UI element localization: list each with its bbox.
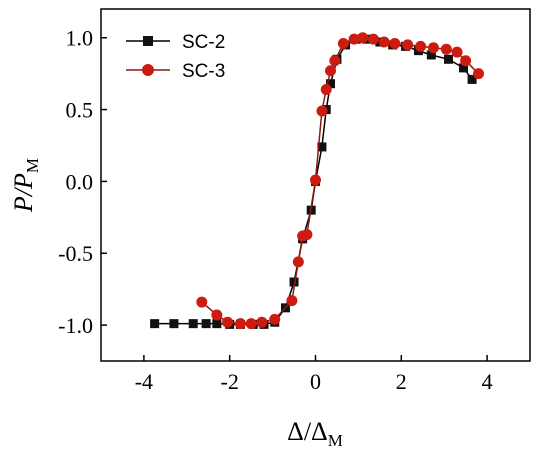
data-point [329, 55, 341, 67]
y-axis-title: P/PM [9, 158, 42, 213]
data-point [289, 277, 299, 287]
legend-marker-sc-2 [143, 36, 153, 46]
series-layer [150, 32, 485, 330]
y-tick-label: 0.0 [66, 169, 94, 194]
y-tick-label: -1.0 [58, 313, 93, 338]
data-point [402, 39, 414, 51]
data-point [389, 37, 401, 49]
data-point [337, 37, 349, 49]
y-axis-ticks: -1.0 -0.5 0.0 0.5 1.0 [58, 26, 107, 338]
series-line-sc-3 [201, 36, 480, 325]
y-axis-title-main: P/P [9, 173, 38, 213]
y-tick-label: 1.0 [66, 26, 94, 51]
data-point [427, 42, 439, 54]
data-point [201, 319, 211, 329]
x-tick-label: 4 [482, 369, 493, 394]
data-point [459, 63, 469, 73]
y-axis-title-sub: M [23, 158, 42, 173]
data-point [348, 33, 360, 45]
x-axis-title: Δ/ΔM [287, 417, 343, 450]
data-point [443, 54, 453, 64]
data-point [415, 40, 427, 52]
legend-label-sc-2: SC-2 [182, 32, 225, 53]
data-point [317, 142, 327, 152]
x-tick-label: -4 [135, 369, 153, 394]
data-point [310, 174, 321, 186]
data-point [150, 319, 160, 329]
data-point [286, 295, 298, 307]
data-point [211, 309, 223, 321]
data-point [256, 316, 268, 328]
data-point [234, 318, 246, 330]
x-tick-label: -2 [221, 369, 239, 394]
data-point [467, 74, 477, 84]
y-tick-label: -0.5 [58, 241, 93, 266]
legend-label-sc-3: SC-3 [182, 61, 225, 82]
legend: SC-2 SC-3 [126, 32, 225, 82]
series-sc-3 [196, 32, 485, 330]
data-point [269, 313, 281, 325]
data-point [440, 43, 452, 55]
data-point [357, 32, 369, 44]
data-point [222, 316, 234, 328]
y-tick-label: 0.5 [66, 98, 94, 123]
data-point [301, 229, 313, 241]
legend-marker-sc-3 [142, 64, 154, 76]
x-axis-ticks: -4 -2 0 2 4 [135, 355, 493, 394]
x-axis-title-sub: M [328, 431, 343, 450]
data-point [245, 318, 257, 330]
data-point [316, 105, 328, 117]
data-point [378, 36, 390, 48]
data-point [320, 83, 332, 95]
data-point [426, 50, 436, 60]
data-point [325, 65, 337, 77]
data-point [212, 319, 222, 329]
x-tick-label: 2 [396, 369, 407, 394]
data-point [367, 33, 379, 45]
x-tick-label: 0 [310, 369, 321, 394]
data-point [196, 296, 208, 308]
data-point [169, 319, 179, 329]
data-point [451, 46, 463, 58]
data-point [292, 256, 304, 268]
data-point [460, 55, 472, 67]
data-point [326, 79, 336, 89]
data-point [473, 68, 485, 80]
data-point [188, 319, 198, 329]
x-axis-title-main: Δ/Δ [287, 417, 328, 446]
